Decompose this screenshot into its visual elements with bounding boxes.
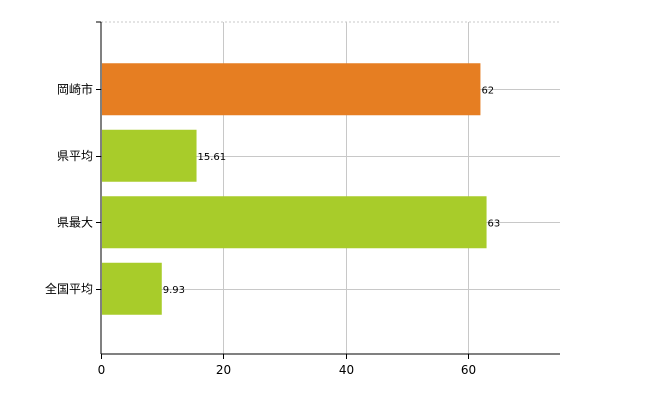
x-tick-label: 0 bbox=[98, 363, 106, 377]
x-tick-label: 40 bbox=[339, 363, 354, 377]
axes bbox=[96, 21, 560, 359]
x-tick-label: 60 bbox=[461, 363, 476, 377]
x-tick-label: 20 bbox=[216, 363, 231, 377]
category-label: 岡崎市 bbox=[57, 81, 93, 96]
bar bbox=[102, 63, 481, 116]
bar bbox=[102, 196, 487, 249]
labels: 0 20 40 60 岡崎市 62 県平均 15.61 県最大 63 全国平均 9.93 bbox=[45, 81, 500, 377]
category-label: 全国平均 bbox=[45, 281, 93, 296]
category-label: 県平均 bbox=[57, 149, 93, 163]
data-label: 62 bbox=[481, 85, 494, 96]
data-label: 15.61 bbox=[198, 152, 227, 163]
data-label: 63 bbox=[488, 218, 501, 229]
data-label: 9.93 bbox=[163, 285, 185, 296]
category-label: 県最大 bbox=[57, 215, 93, 229]
bar bbox=[102, 262, 162, 315]
bar bbox=[102, 129, 197, 182]
bars bbox=[102, 63, 487, 315]
